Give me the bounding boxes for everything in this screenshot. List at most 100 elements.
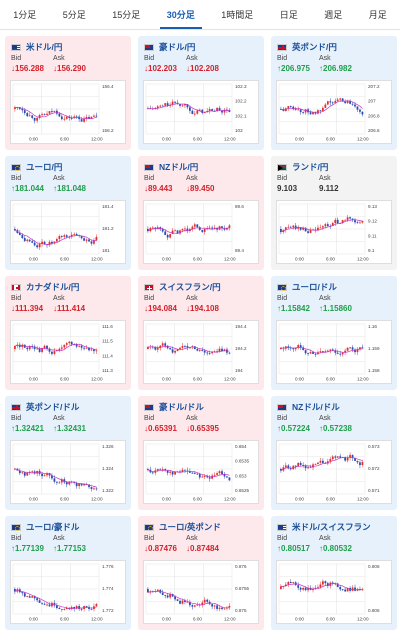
bid-label: Bid [277,175,288,182]
candle-body [21,108,24,111]
pair-name[interactable]: 英ポンド/円 [292,42,337,52]
mini-candlestick-chart[interactable]: 156.4 156.2 0:00 6:00 12:00 [10,80,126,144]
pair-name[interactable]: ユーロ/豪ドル [26,522,80,532]
candle-body [203,112,206,114]
candle-body [356,222,359,224]
mini-candlestick-chart[interactable]: 207.2 207 206.8 206.6 0:00 6:00 12:00 [276,80,392,144]
tab-timeframe[interactable]: 15分足 [112,10,141,20]
candle-body [80,119,83,122]
candle-body [46,604,48,606]
candle-body [336,352,339,354]
y-tick-label: 9.1 [368,248,375,253]
y-tick-label: 1.322 [102,488,114,493]
candle-body [53,241,56,244]
mini-candlestick-chart[interactable]: 111.6 111.5 111.4 111.3 0:00 6:00 12:00 [10,320,126,384]
candle-body [294,465,297,467]
candle-body [171,230,174,235]
candle-body [147,229,149,232]
mini-candlestick-chart[interactable]: 1.326 1.324 1.322 0:00 6:00 12:00 [10,440,126,504]
pair-name[interactable]: NZドル/円 [159,162,199,172]
pair-name[interactable]: ユーロ/円 [26,162,63,172]
currency-pair-card[interactable]: カナダドル/円 Bid Ask ↓111.394 ↓111.414 111.6 111.5 1… [5,276,131,390]
mini-candlestick-chart[interactable]: 0.654 0.6535 0.653 0.6525 0:00 6:00 12:00 [143,440,259,504]
ask-value: ↓102.208 [186,64,219,73]
ask-value: ↑0.80532 [319,544,352,553]
tab-timeframe[interactable]: 5分足 [62,10,86,20]
candle-body [184,469,186,471]
candle-body [314,353,317,355]
currency-pair-card[interactable]: ユーロ/英ポンド Bid Ask ↓0.87476 ↓0.87484 0.876 0.875… [138,516,264,630]
candle-body [70,341,73,345]
candle-body [161,343,164,346]
candle-body [56,481,58,483]
candle-body [189,107,191,111]
pair-name[interactable]: 英ポンド/ドル [26,402,80,412]
quote-labels: Bid Ask [11,175,95,182]
pair-name[interactable]: NZドル/ドル [292,402,340,412]
y-tick-label: 89.6 [235,204,244,209]
y-tick-label: 0.805 [368,608,380,613]
currency-pair-card[interactable]: 米ドル/円 Bid Ask ↓156.288 ↓156.290 156.4 156.2 0:0… [5,36,131,150]
mini-candlestick-chart[interactable]: 89.6 89.4 0:00 6:00 12:00 [143,200,259,264]
candle-body [75,116,78,118]
candle-body [90,349,93,351]
pair-name[interactable]: ユーロ/ドル [292,282,337,292]
candle-body [203,599,206,603]
currency-pair-card[interactable]: ユーロ/円 Bid Ask ↑181.044 ↑181.048 181.4 181.2 181… [5,156,131,270]
mini-candlestick-chart[interactable]: 102.3 102.2 102.1 102 0:00 6:00 12:00 [143,80,259,144]
tab-timeframe[interactable]: 30分足 [154,0,209,29]
tab-timeframe[interactable]: 日足 [279,10,298,20]
pair-name[interactable]: カナダドル/円 [26,282,80,292]
candle-body [287,465,290,469]
currency-pair-card[interactable]: ランド/円 Bid Ask 9.103 9.112 9.13 9.12 9.11 9.1 0:00… [271,156,397,270]
card-header: ユーロ/英ポンド [144,521,260,533]
ask-value: ↑1.15860 [319,304,352,313]
mini-candlestick-chart[interactable]: 0.806 0.805 0:00 6:00 12:00 [276,560,392,624]
candle-body [193,346,196,350]
currency-pair-card[interactable]: 豪ドル/円 Bid Ask ↓102.203 ↓102.208 102.3 102.2 102… [138,36,264,150]
y-tick-label: 0.653 [235,473,247,478]
bid-value: ↓0.87476 [144,544,177,553]
currency-pair-card[interactable]: NZドル/ドル Bid Ask ↑0.57224 ↑0.57238 0.573 0.572 0… [271,396,397,510]
candle-body [166,234,169,238]
currency-pair-card[interactable]: ユーロ/豪ドル Bid Ask ↑1.77139 ↑1.77153 1.776 1.774 1… [5,516,131,630]
mini-candlestick-chart[interactable]: 194.4 194.2 194 0:00 6:00 12:00 [143,320,259,384]
pair-name[interactable]: スイスフラン/円 [159,282,221,292]
mini-candlestick-chart[interactable]: 1.776 1.774 1.772 0:00 6:00 12:00 [10,560,126,624]
pair-name[interactable]: 米ドル/スイスフラン [292,522,371,532]
pair-name[interactable]: 米ドル/円 [26,42,63,52]
currency-pair-card[interactable]: NZドル/円 Bid Ask ↓89.443 ↓89.450 89.6 89.4 0:00 6:… [138,156,264,270]
pair-name[interactable]: 豪ドル/ドル [159,402,204,412]
mini-candlestick-chart[interactable]: 1.16 1.159 1.158 0:00 6:00 12:00 [276,320,392,384]
candle-body [83,347,85,349]
candle-body [53,110,56,112]
candle-body [184,104,186,106]
x-tick-label: 0:00 [295,137,304,142]
pair-name[interactable]: ユーロ/英ポンド [159,522,221,532]
candle-body [147,589,149,593]
bid-value: 9.103 [277,184,298,193]
currency-pair-card[interactable]: 英ポンド/ドル Bid Ask ↑1.32421 ↑1.32431 1.326 1.324 1… [5,396,131,510]
quote-labels: Bid Ask [277,295,361,302]
tab-timeframe[interactable]: 週足 [324,10,343,20]
mini-candlestick-chart[interactable]: 181.4 181.2 181 0:00 6:00 12:00 [10,200,126,264]
candle-body [147,346,149,349]
x-tick-label: 6:00 [193,497,202,502]
currency-pair-card[interactable]: ユーロ/ドル Bid Ask ↑1.15842 ↑1.15860 1.16 1.159 1.1… [271,276,397,390]
pair-name[interactable]: 豪ドル/円 [159,42,196,52]
card-header: NZドル/円 [144,161,260,173]
currency-pair-card[interactable]: 米ドル/スイスフラン Bid Ask ↑0.80517 ↑0.80532 0.806 0.8… [271,516,397,630]
tab-timeframe[interactable]: 月足 [368,10,387,20]
currency-pair-card[interactable]: スイスフラン/円 Bid Ask ↓194.084 ↓194.108 194.4 194.2… [138,276,264,390]
candle-body [147,108,149,110]
tab-timeframe[interactable]: 1時間足 [221,10,254,20]
mini-candlestick-chart[interactable]: 0.876 0.8755 0.875 0:00 6:00 12:00 [143,560,259,624]
tab-timeframe[interactable]: 1分足 [13,10,37,20]
candle-body [31,596,34,598]
currency-pair-card[interactable]: 豪ドル/ドル Bid Ask ↓0.65391 ↓0.65395 0.654 0.6535 0… [138,396,264,510]
moving-average-line [147,590,230,609]
mini-candlestick-chart[interactable]: 0.573 0.572 0.571 0:00 6:00 12:00 [276,440,392,504]
currency-pair-card[interactable]: 英ポンド/円 Bid Ask ↑206.975 ↑206.982 207.2 207 206.… [271,36,397,150]
pair-name[interactable]: ランド/円 [292,162,329,172]
mini-candlestick-chart[interactable]: 9.13 9.12 9.11 9.1 0:00 6:00 12:00 [276,200,392,264]
